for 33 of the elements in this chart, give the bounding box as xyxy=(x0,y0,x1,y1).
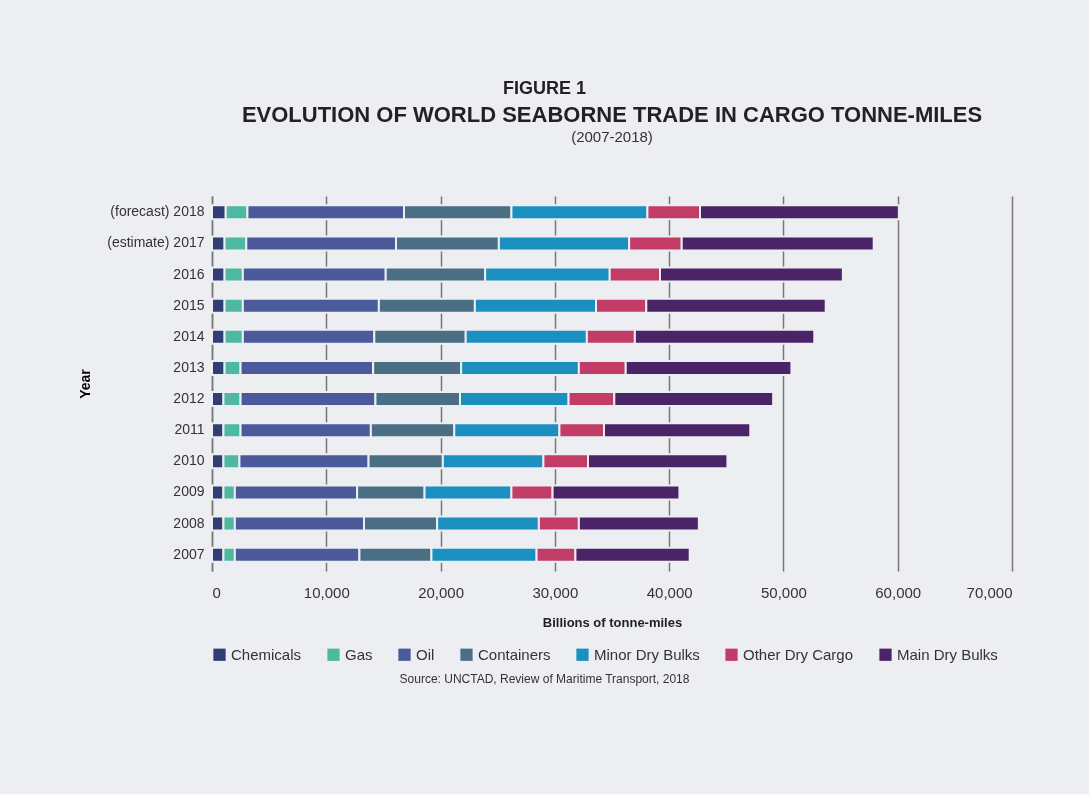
legend-label: Other Dry Cargo xyxy=(742,645,853,663)
x-axis-title: Billions of tonne-miles xyxy=(542,614,682,630)
legend-label: Minor Dry Bulks xyxy=(593,645,700,663)
y-tick-label: 2009 xyxy=(172,483,205,500)
y-tick-label: 2010 xyxy=(172,452,205,469)
y-tick-label: 2016 xyxy=(172,265,205,282)
y-tick-label: 2011 xyxy=(173,421,205,438)
legend-label: Gas xyxy=(344,645,373,663)
x-tick-label: 30,000 xyxy=(531,583,578,601)
y-tick-label: (estimate) 2017 xyxy=(106,234,205,251)
legend-label: Main Dry Bulks xyxy=(896,645,998,663)
y-tick-label: 2014 xyxy=(172,327,205,344)
x-tick-label: 60,000 xyxy=(874,583,921,601)
y-tick-label: 2012 xyxy=(172,390,205,407)
x-tick-label: 50,000 xyxy=(760,583,807,601)
legend-label: Chemicals xyxy=(230,645,301,663)
chart-title: EVOLUTION OF WORLD SEABORNE TRADE IN CARGO TONNE-MILES xyxy=(241,102,982,127)
y-tick-label: (forecast) 2018 xyxy=(109,203,205,220)
y-axis-title: Year xyxy=(76,368,93,399)
x-tick-label: 0 xyxy=(212,583,221,601)
x-tick-label: 70,000 xyxy=(966,583,1012,601)
y-tick-label: 2013 xyxy=(172,358,205,375)
x-tick-label: 20,000 xyxy=(417,583,464,601)
source-note: Source: UNCTAD, Review of Maritime Transport, 2018 xyxy=(398,672,691,686)
y-tick-label: 2008 xyxy=(172,514,205,531)
y-tick-label: 2015 xyxy=(172,296,205,313)
chart-subtitle: (2007-2018) xyxy=(570,128,653,145)
x-tick-label: 10,000 xyxy=(303,583,350,601)
legend-label: Containers xyxy=(477,645,551,663)
x-tick-label: 40,000 xyxy=(646,583,693,601)
legend-label: Oil xyxy=(415,645,434,663)
caption: FIGURE 1 xyxy=(502,78,587,99)
y-tick-label: 2007 xyxy=(172,545,205,562)
